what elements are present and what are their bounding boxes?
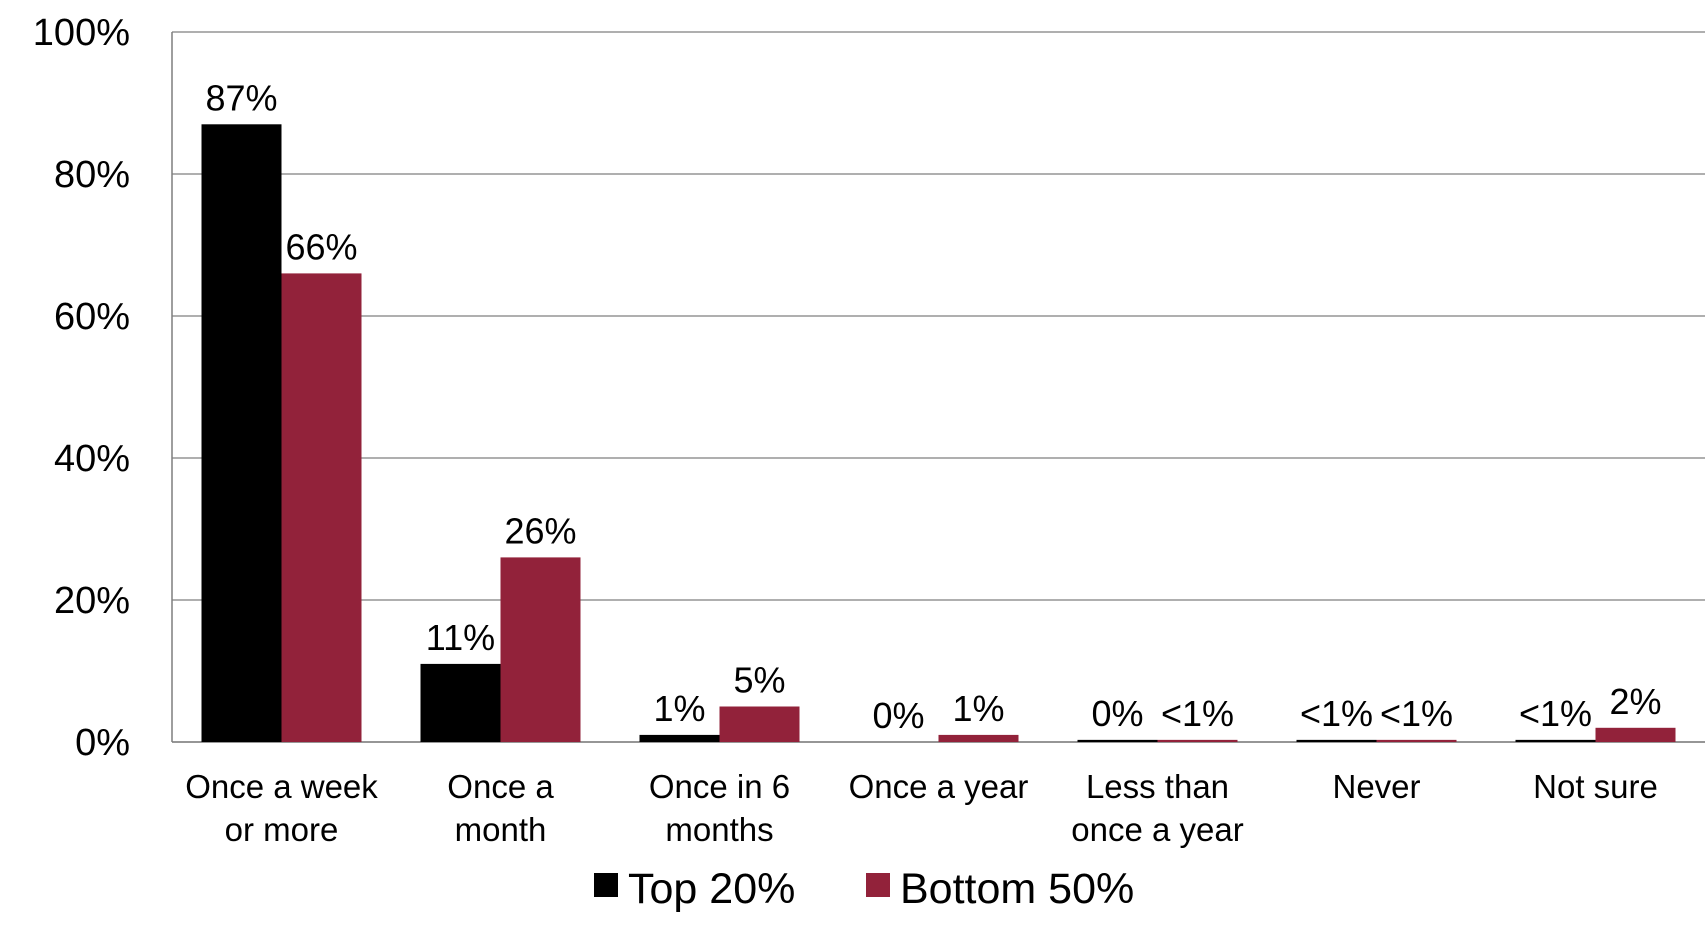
data-label: 0%: [1091, 693, 1143, 734]
bar-bottom50-6: [1595, 727, 1676, 742]
bar-bottom50-5: [1376, 739, 1457, 742]
category-label: Once a year: [849, 768, 1029, 805]
data-label: <1%: [1519, 693, 1592, 734]
data-label: 1%: [653, 688, 705, 729]
bar-bottom50-0: [281, 273, 362, 742]
bar-top20-5: [1296, 739, 1377, 742]
data-label: 66%: [285, 226, 357, 267]
data-label: 26%: [504, 510, 576, 551]
y-tick-label: 0%: [75, 722, 130, 764]
data-label: 87%: [205, 77, 277, 118]
y-tick-label: 20%: [54, 580, 130, 622]
bar-bottom50-2: [719, 706, 800, 742]
data-label: 5%: [733, 660, 785, 701]
data-label: 0%: [872, 695, 924, 736]
bar-bottom50-1: [500, 557, 581, 742]
category-label: Less than: [1086, 768, 1229, 805]
data-label: <1%: [1300, 693, 1373, 734]
legend-label-bottom50: Bottom 50%: [900, 865, 1134, 913]
legend-swatch-bottom50: [866, 873, 890, 897]
category-label: Once in 6: [649, 768, 790, 805]
legend-swatch-top20: [594, 873, 618, 897]
category-label: months: [665, 811, 773, 848]
category-label: month: [455, 811, 547, 848]
category-label: once a year: [1071, 811, 1243, 848]
bar-top20-2: [639, 734, 720, 742]
category-label: Never: [1332, 768, 1420, 805]
data-label: <1%: [1161, 693, 1234, 734]
category-label: Once a week: [185, 768, 378, 805]
bar-top20-1: [420, 663, 501, 742]
y-tick-label: 60%: [54, 296, 130, 338]
bar-top20-4: [1077, 739, 1158, 742]
data-label: 2%: [1609, 681, 1661, 722]
legend-label-top20: Top 20%: [628, 865, 795, 913]
bar-top20-0: [201, 124, 282, 743]
data-label: 11%: [426, 617, 495, 658]
bar-bottom50-3: [938, 734, 1019, 742]
category-label: or more: [225, 811, 339, 848]
y-tick-label: 100%: [33, 12, 130, 54]
category-label: Not sure: [1533, 768, 1658, 805]
bar-top20-6: [1515, 739, 1596, 742]
y-tick-label: 40%: [54, 438, 130, 480]
category-label: Once a: [447, 768, 554, 805]
data-label: 1%: [952, 688, 1004, 729]
bar-bottom50-4: [1157, 739, 1238, 742]
y-tick-label: 80%: [54, 154, 130, 196]
data-label: <1%: [1380, 693, 1453, 734]
